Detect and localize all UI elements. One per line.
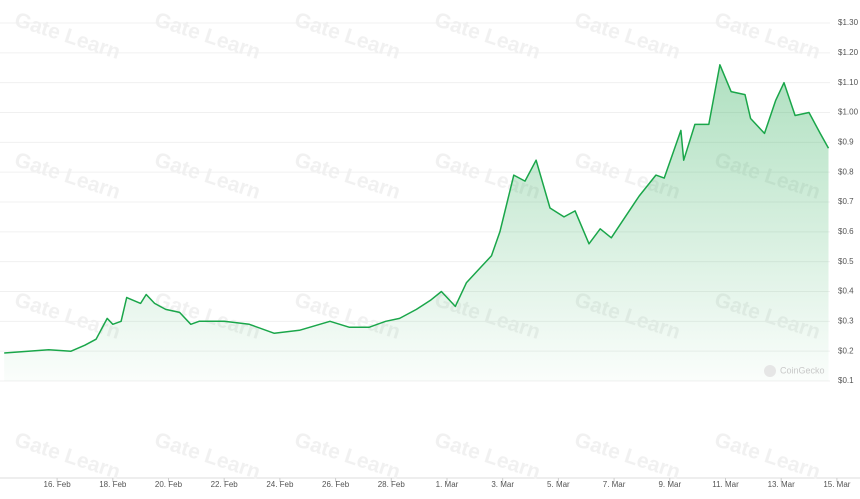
x-tick-label: 22. Feb bbox=[211, 480, 239, 489]
x-tick-label: 26. Feb bbox=[322, 480, 350, 489]
y-tick-label: $1.30 bbox=[838, 18, 859, 27]
y-tick-label: $0.6 bbox=[838, 227, 854, 236]
x-tick-label: 5. Mar bbox=[547, 480, 570, 489]
x-tick-label: 18. Feb bbox=[99, 480, 127, 489]
y-tick-label: $0.3 bbox=[838, 316, 854, 325]
y-tick-label: $0.9 bbox=[838, 137, 854, 146]
x-tick-label: 16. Feb bbox=[44, 480, 72, 489]
x-tick-label: 20. Feb bbox=[155, 480, 183, 489]
coingecko-watermark: CoinGecko bbox=[780, 365, 825, 375]
y-tick-label: $0.4 bbox=[838, 287, 854, 296]
x-tick-label: 3. Mar bbox=[491, 480, 514, 489]
y-tick-label: $0.5 bbox=[838, 257, 854, 266]
y-tick-label: $1.20 bbox=[838, 48, 859, 57]
x-tick-label: 9. Mar bbox=[658, 480, 681, 489]
x-tick-label: 28. Feb bbox=[378, 480, 406, 489]
x-tick-label: 24. Feb bbox=[266, 480, 294, 489]
x-tick-label: 15. Mar bbox=[823, 480, 850, 489]
coingecko-logo bbox=[764, 365, 776, 377]
x-tick-label: 11. Mar bbox=[712, 480, 739, 489]
y-tick-label: $0.1 bbox=[838, 376, 854, 385]
y-tick-label: $0.2 bbox=[838, 346, 854, 355]
price-line bbox=[4, 64, 830, 354]
x-tick-label: 7. Mar bbox=[603, 480, 626, 489]
y-tick-label: $0.8 bbox=[838, 167, 854, 176]
y-tick-label: $1.10 bbox=[838, 78, 859, 87]
y-tick-label: $0.7 bbox=[838, 197, 854, 206]
x-tick-label: 13. Mar bbox=[768, 480, 795, 489]
x-tick-label: 1. Mar bbox=[436, 480, 459, 489]
price-area bbox=[4, 64, 829, 382]
y-tick-label: $1.00 bbox=[838, 108, 859, 117]
